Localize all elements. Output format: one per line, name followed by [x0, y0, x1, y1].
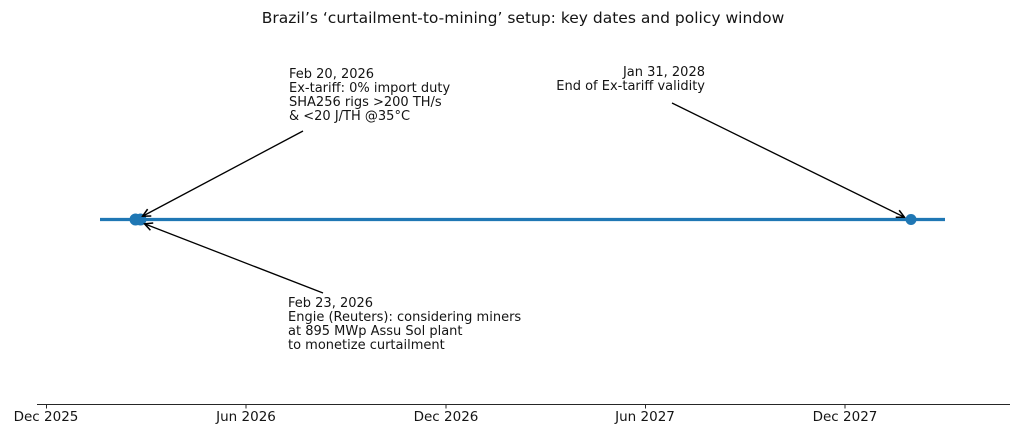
x-tick-label: Jun 2027 [615, 409, 675, 425]
x-tick-label: Dec 2026 [413, 409, 479, 425]
annotation-engie: Feb 23, 2026 Engie (Reuters): considerin… [288, 297, 521, 353]
annotation-line: at 895 MWp Assu Sol plant [288, 324, 463, 339]
event-marker-jan-31-2028 [905, 214, 917, 225]
annotation-line: Engie (Reuters): considering miners [288, 310, 522, 325]
arrow-engie [145, 224, 324, 294]
arrow-ex-tariff-end [671, 102, 904, 217]
annotation-line: to monetize curtailment [288, 338, 445, 353]
arrow-ex-tariff-start [143, 130, 304, 216]
chart-title: Brazil’s ‘curtailment-to-mining’ setup: … [261, 9, 785, 27]
x-tick-label: Dec 2025 [13, 409, 79, 425]
annotation-line: Feb 23, 2026 [288, 296, 374, 311]
x-tick-label: Jun 2026 [216, 409, 276, 425]
annotation-line: Jan 31, 2028 [622, 65, 705, 80]
annotation-line: Feb 20, 2026 [289, 67, 375, 82]
annotation-line: SHA256 rigs >200 TH/s [289, 95, 442, 110]
annotation-ex-tariff-end: Jan 31, 2028 End of Ex-tariff validity [505, 66, 705, 94]
annotation-line: & <20 J/TH @35°C [289, 109, 411, 124]
annotation-line: End of Ex-tariff validity [556, 79, 705, 94]
x-tick-label: Dec 2027 [812, 409, 878, 425]
annotation-line: Ex-tariff: 0% import duty [289, 81, 451, 96]
annotation-ex-tariff-start: Feb 20, 2026 Ex-tariff: 0% import duty S… [289, 68, 450, 124]
